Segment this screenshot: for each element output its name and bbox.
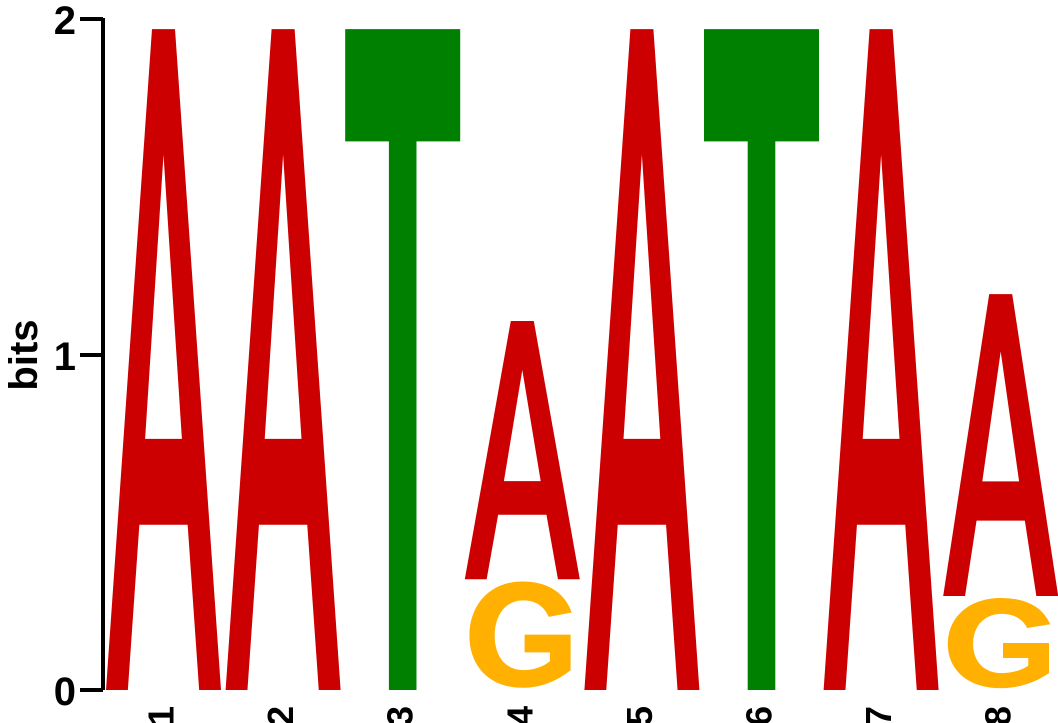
position-label-8: 8 [978, 706, 1019, 723]
position-label-5: 5 [619, 706, 660, 723]
y-tick-label-1: 1 [54, 335, 76, 379]
letter-G-position-4 [469, 581, 572, 688]
position-label-6: 6 [739, 706, 780, 723]
letter-A-position-2 [225, 29, 341, 690]
y-tick-label-2: 2 [54, 0, 76, 43]
position-label-2: 2 [260, 706, 301, 723]
letter-T-position-6 [704, 29, 819, 690]
position-label-4: 4 [499, 706, 540, 723]
y-axis: 2 1 0 bits [2, 0, 105, 714]
letter-A-position-1 [106, 29, 221, 690]
y-axis-title: bits [2, 319, 46, 390]
letter-T-position-3 [345, 29, 461, 690]
letter-stacks [106, 29, 1058, 690]
letter-A-position-5 [584, 29, 700, 690]
letter-G-position-8 [947, 597, 1051, 689]
letter-A-position-7 [823, 29, 939, 690]
position-label-1: 1 [141, 706, 182, 723]
position-label-3: 3 [380, 706, 421, 723]
letter-A-position-4 [464, 320, 580, 580]
letter-A-position-8 [943, 294, 1058, 597]
x-axis-labels: 1 2 3 4 5 6 7 8 [141, 706, 1019, 723]
position-label-7: 7 [858, 706, 899, 723]
y-tick-label-0: 0 [54, 670, 76, 714]
